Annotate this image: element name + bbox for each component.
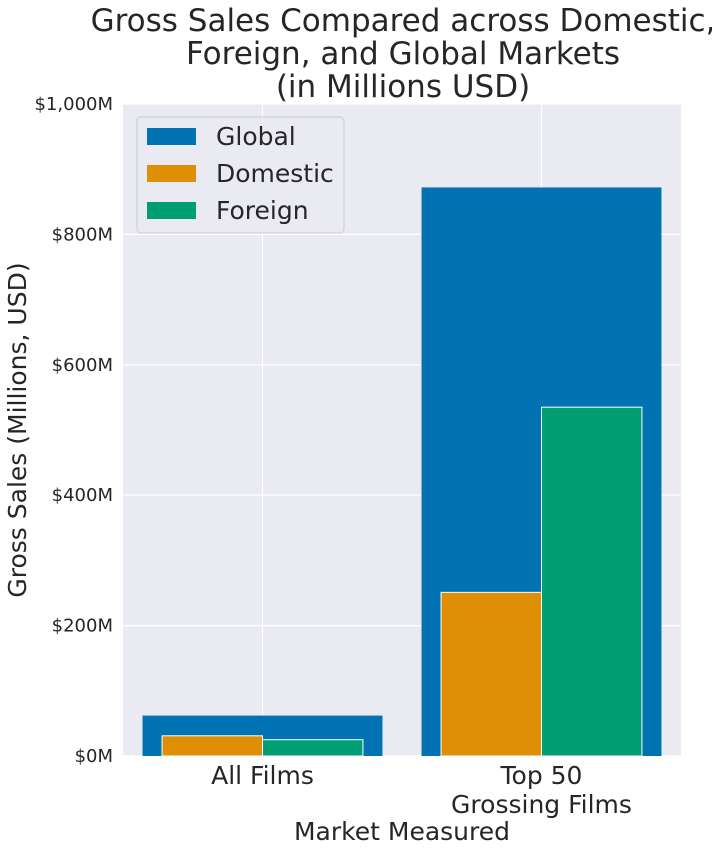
legend-swatch bbox=[147, 128, 196, 145]
bar-domestic bbox=[440, 591, 542, 757]
y-tick-label: $200M bbox=[52, 616, 113, 637]
legend-label: Global bbox=[216, 122, 296, 151]
chart-title-line-1: Gross Sales Compared across Domestic, bbox=[91, 3, 712, 39]
chart-title-line-3: (in Millions USD) bbox=[276, 69, 530, 105]
y-tick-label: $1,000M bbox=[34, 94, 113, 115]
bar-foreign bbox=[541, 406, 643, 757]
chart-title-line-2: Foreign, and Global Markets bbox=[186, 36, 620, 72]
x-tick-label: Grossing Films bbox=[451, 790, 632, 819]
x-tick-label: All Films bbox=[211, 761, 314, 790]
bar-foreign bbox=[262, 739, 364, 757]
y-tick-label: $600M bbox=[52, 355, 113, 376]
x-axis-label: Market Measured bbox=[294, 817, 510, 846]
y-axis-label: Gross Sales (Millions, USD) bbox=[3, 262, 32, 597]
legend-label: Domestic bbox=[216, 159, 334, 188]
legend: Global Domestic Foreign bbox=[136, 116, 345, 234]
y-tick-labels: $0M $200M $400M $600M $800M $1,000M bbox=[34, 94, 113, 767]
y-tick-label: $0M bbox=[75, 746, 113, 767]
legend-swatch bbox=[147, 202, 196, 219]
y-tick-label: $800M bbox=[52, 224, 113, 245]
y-tick-label: $400M bbox=[52, 485, 113, 506]
bar-domestic bbox=[161, 735, 263, 757]
chart-title: Gross Sales Compared across Domestic, Fo… bbox=[91, 3, 712, 105]
legend-label: Foreign bbox=[216, 196, 309, 225]
x-tick-label: Top 50 bbox=[500, 761, 583, 790]
legend-swatch bbox=[147, 165, 196, 182]
bars bbox=[142, 187, 662, 757]
